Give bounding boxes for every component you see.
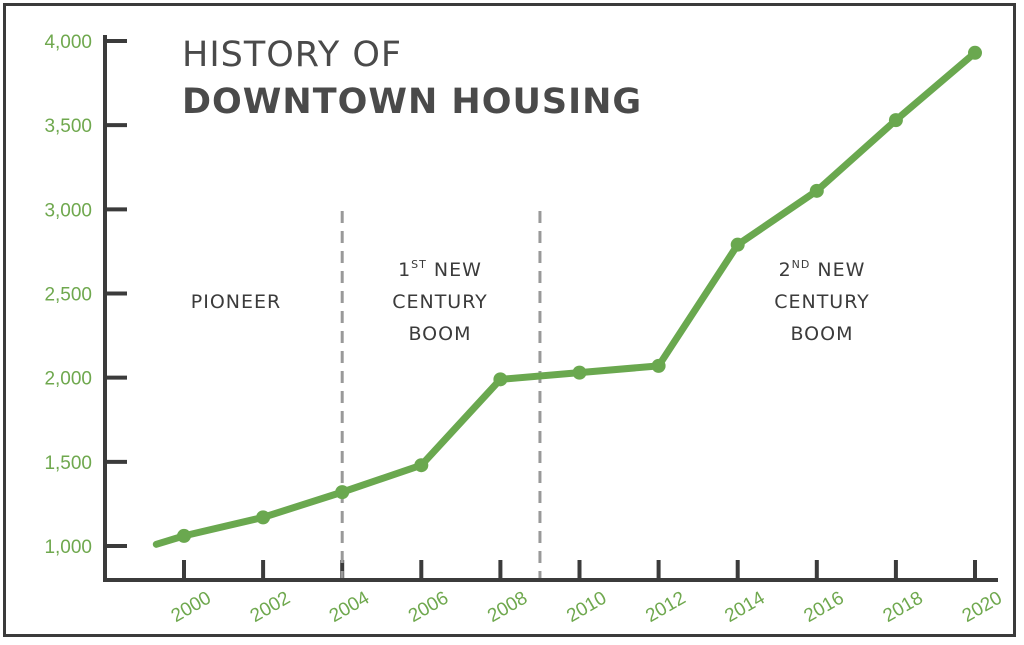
data-point: [888, 113, 903, 128]
y-tick-label: 1,500: [44, 453, 92, 474]
era-label-line: PIONEER: [191, 291, 281, 313]
y-tick-label: 3,000: [44, 200, 92, 221]
era-label-line: 1ST NEW: [398, 258, 482, 281]
axes: [103, 35, 998, 582]
data-point: [968, 45, 982, 60]
data-point: [256, 510, 271, 525]
era-label-1: PIONEER: [191, 291, 281, 313]
x-tick-label: 2000: [168, 588, 215, 627]
x-tick-label: 2012: [642, 588, 689, 627]
x-tick-label: 2008: [484, 588, 531, 627]
title-line-2: DOWNTOWN HOUSING: [182, 82, 642, 122]
y-tick-label: 3,500: [44, 116, 92, 137]
era-label-line: CENTURY: [774, 291, 870, 313]
data-point: [414, 458, 429, 473]
chart-title: HISTORY OF DOWNTOWN HOUSING: [182, 35, 642, 122]
data-point: [335, 485, 350, 500]
data-point: [730, 237, 745, 252]
chart-frame: [3, 3, 1016, 637]
title-line-1: HISTORY OF: [182, 35, 402, 75]
x-tick-label: 2010: [563, 588, 610, 627]
y-tick-label: 1,000: [44, 537, 92, 558]
era-labels: PIONEER 1ST NEW CENTURY BOOM 2ND NEW CENTURY B…: [191, 258, 870, 345]
x-tick-label: 2020: [959, 588, 1006, 627]
x-tick-label: 2006: [405, 588, 452, 627]
data-point: [809, 183, 824, 198]
x-tick-labels: 2000 2002 2004 2006 2008 2010 2012 2014 2016 2018…: [168, 587, 1006, 627]
data-point: [651, 358, 666, 373]
y-tick-label: 4,000: [44, 32, 92, 53]
x-tick-label: 2016: [800, 588, 847, 627]
x-tick-label: 2018: [880, 588, 927, 627]
x-tick-label: 2002: [247, 588, 294, 627]
era-label-line: 2ND NEW: [779, 258, 866, 281]
series-line-path: [152, 49, 979, 548]
era-label-3: 2ND NEW CENTURY BOOM: [774, 258, 870, 345]
y-tick-label: 2,500: [44, 285, 92, 306]
data-point: [493, 372, 508, 387]
era-label-line: CENTURY: [392, 291, 488, 313]
era-label-line: BOOM: [408, 323, 471, 345]
era-label-line: BOOM: [790, 323, 853, 345]
y-tick-labels: 1,000 1,500 2,000 2,500 3,000 3,500 4,000: [44, 32, 92, 558]
era-dividers: [340, 211, 542, 578]
data-point: [572, 365, 587, 380]
era-label-2: 1ST NEW CENTURY BOOM: [392, 258, 488, 345]
x-tick-label: 2014: [721, 587, 768, 627]
x-tick-label: 2004: [326, 587, 373, 627]
data-point: [177, 528, 191, 543]
y-tick-label: 2,000: [44, 369, 92, 390]
series-line: [152, 45, 982, 548]
